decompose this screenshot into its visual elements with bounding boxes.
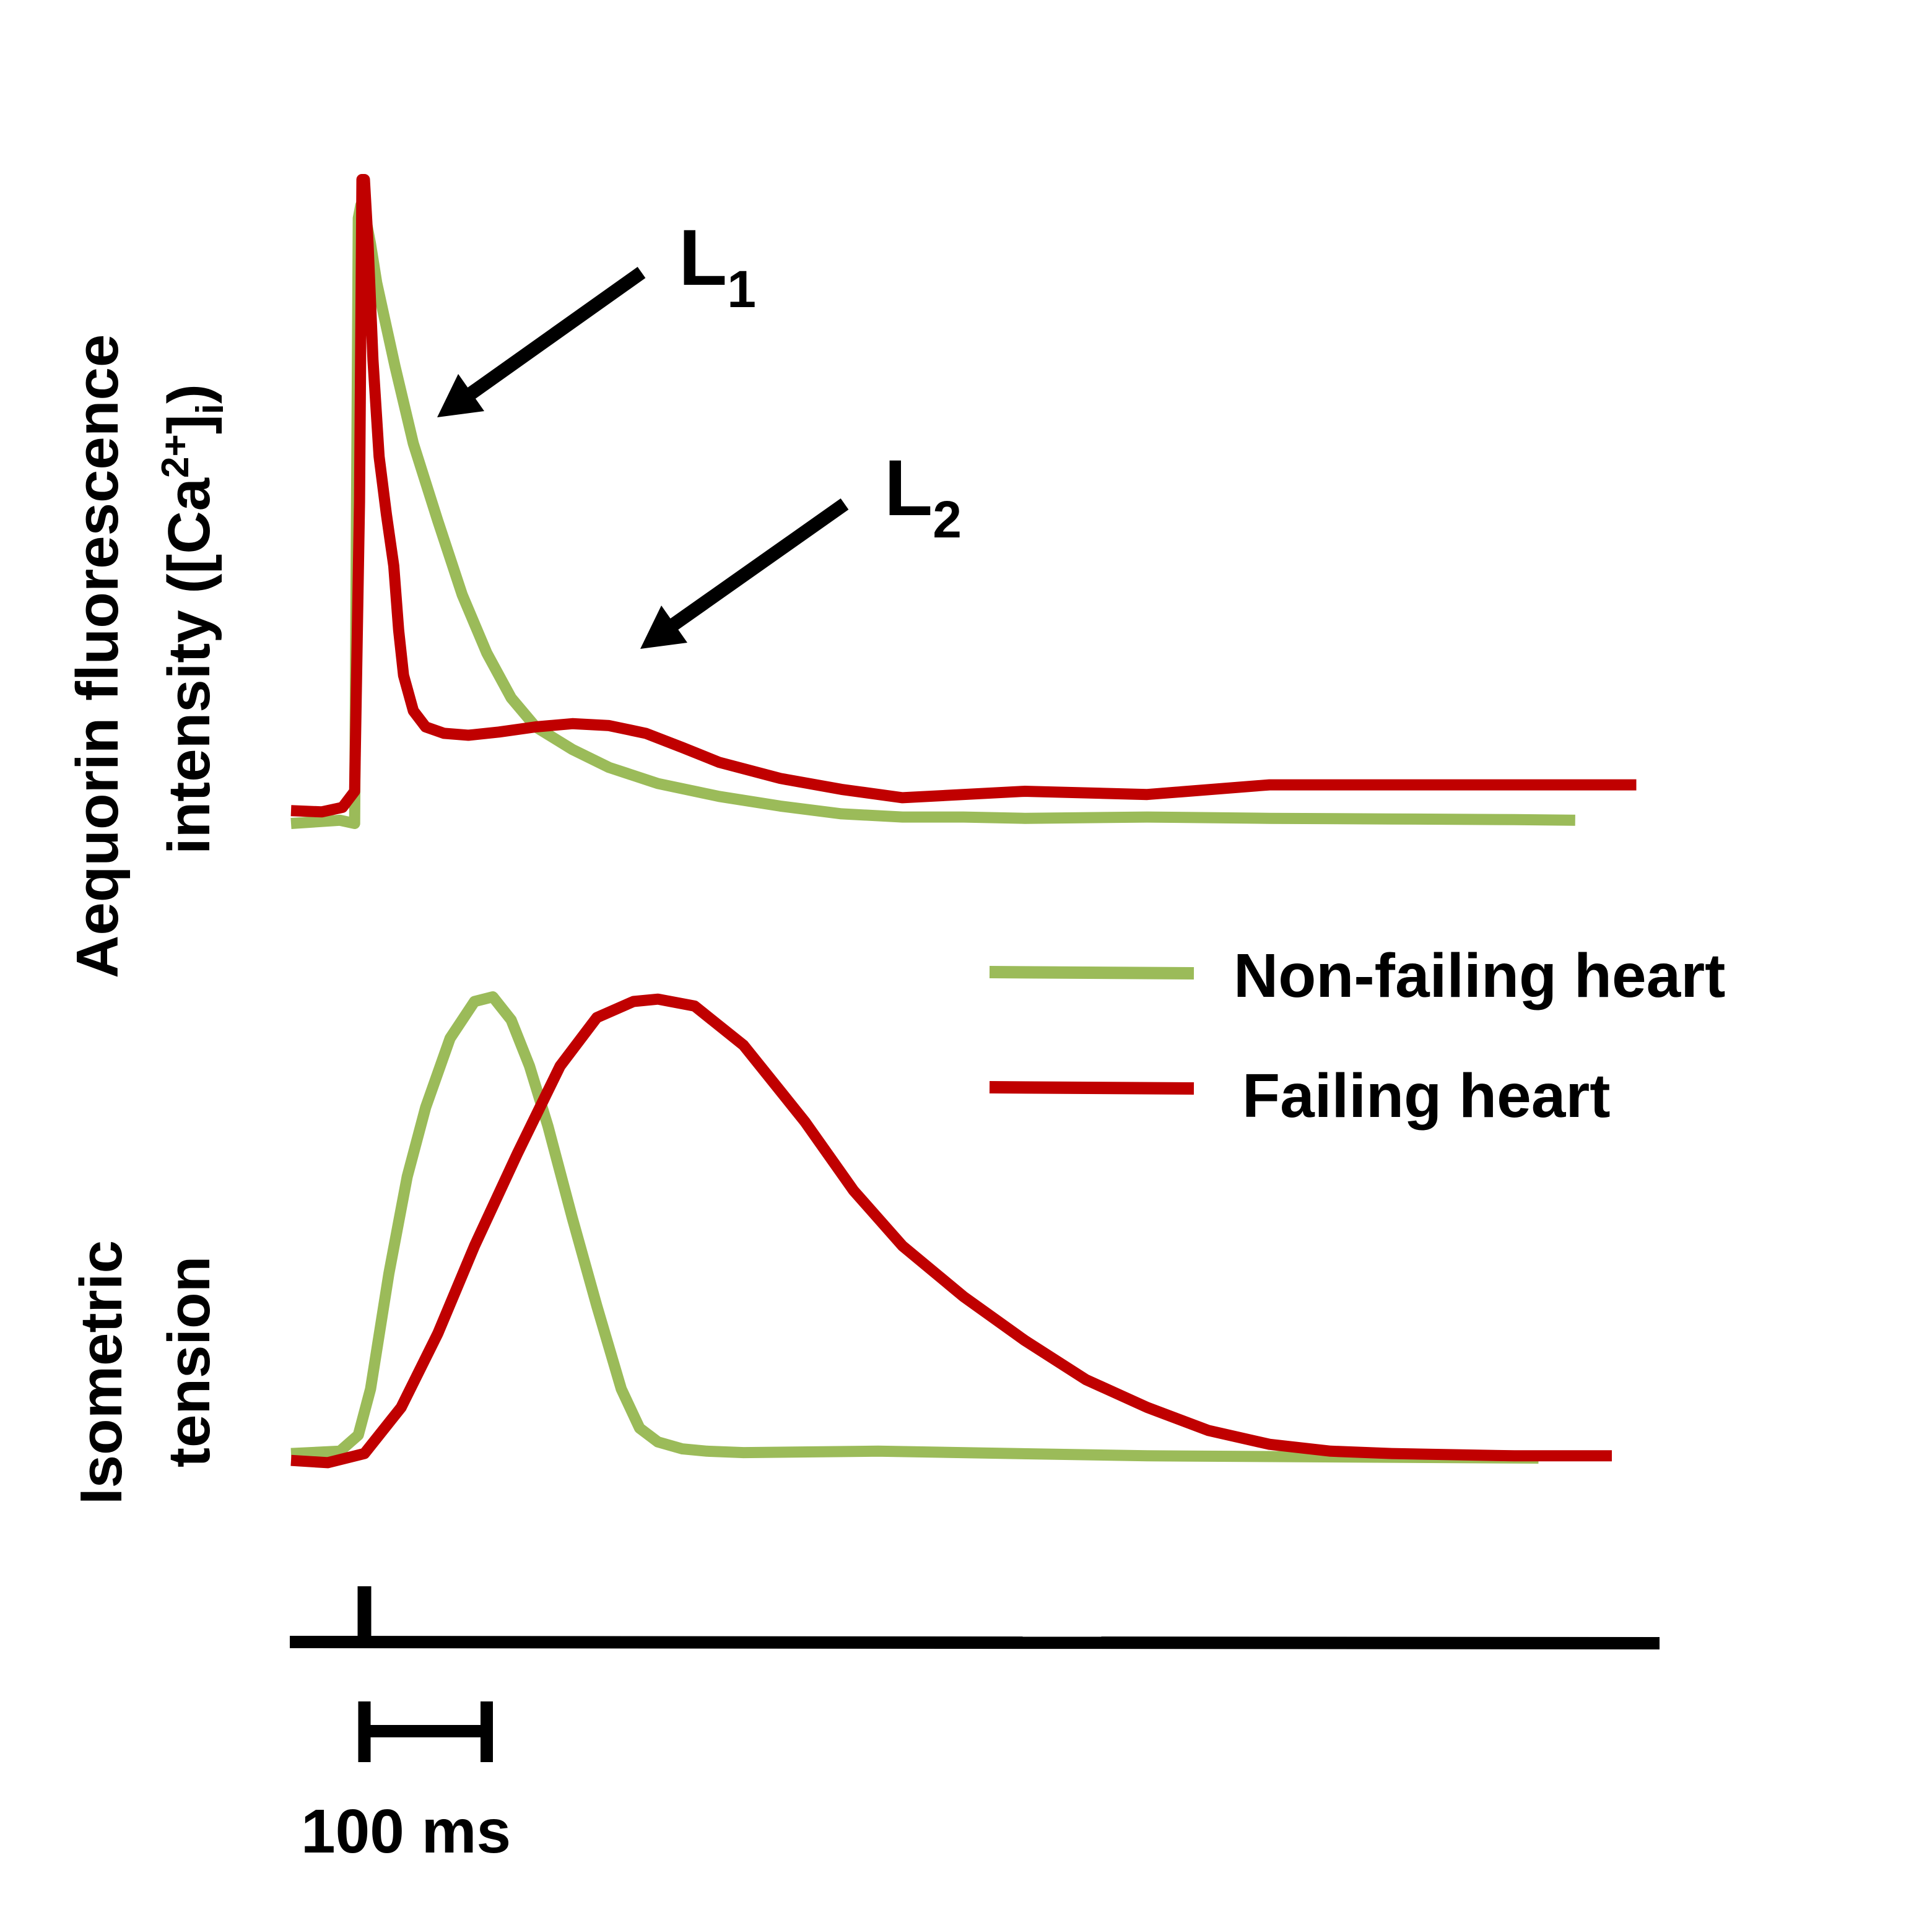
legend-label-failing: Failing heart <box>1242 1061 1611 1131</box>
calcium-trace-failing <box>290 174 1637 818</box>
calcium-ylabel-sub: i <box>189 404 232 414</box>
annotation-l2-letter: L <box>884 444 933 532</box>
arrow-l2-head <box>640 606 687 649</box>
tension-ylabel-line1: Isometric <box>68 1240 134 1505</box>
arrow-l1-shaft <box>466 267 646 399</box>
legend-swatch-failing <box>989 1081 1194 1095</box>
tension-series-group <box>290 991 1612 1469</box>
calcium-ylabel-bracket: ] <box>156 414 222 434</box>
legend-swatch-non-failing <box>989 966 1194 980</box>
stimulus-baseline <box>289 1636 1660 1649</box>
calcium-ylabel-line2: intensity ([Ca2+]i) <box>154 384 232 854</box>
calcium-ylabel-prefix: intensity ([Ca <box>156 477 222 854</box>
calcium-ylabel-sup: 2+ <box>154 434 197 478</box>
arrow-l2-shaft <box>668 498 849 631</box>
legend-label-non-failing: Non-failing heart <box>1234 941 1725 1010</box>
calcium-ylabel-suffix: ) <box>156 384 222 404</box>
tension-trace-non-failing <box>290 991 1539 1464</box>
scale-bar-label: 100 ms <box>301 1797 511 1866</box>
calcium-ylabel-line1: Aequorin fluorescence <box>64 334 131 978</box>
annotation-l1-text: L1 <box>679 214 756 318</box>
annotation-l1-letter: L <box>679 214 727 302</box>
annotation-l2-sub: 2 <box>933 490 962 549</box>
annotation-l1: L1 <box>437 214 756 417</box>
arrow-l1-head <box>437 374 484 417</box>
calcium-transient-panel: Aequorin fluorescence intensity ([Ca2+]i… <box>64 174 1637 978</box>
tension-panel: Isometric tension <box>68 991 1612 1505</box>
annotation-l1-sub: 1 <box>727 260 756 318</box>
legend: Non-failing heart Failing heart <box>989 941 1725 1131</box>
annotation-l2-text: L2 <box>884 444 962 549</box>
stimulus-trace <box>289 1586 1660 1649</box>
annotation-l2: L2 <box>640 444 962 649</box>
scale-bar: 100 ms <box>301 1701 511 1866</box>
tension-trace-failing <box>290 993 1612 1469</box>
calcium-series-group <box>290 174 1637 829</box>
tension-ylabel-line2: tension <box>156 1256 222 1467</box>
